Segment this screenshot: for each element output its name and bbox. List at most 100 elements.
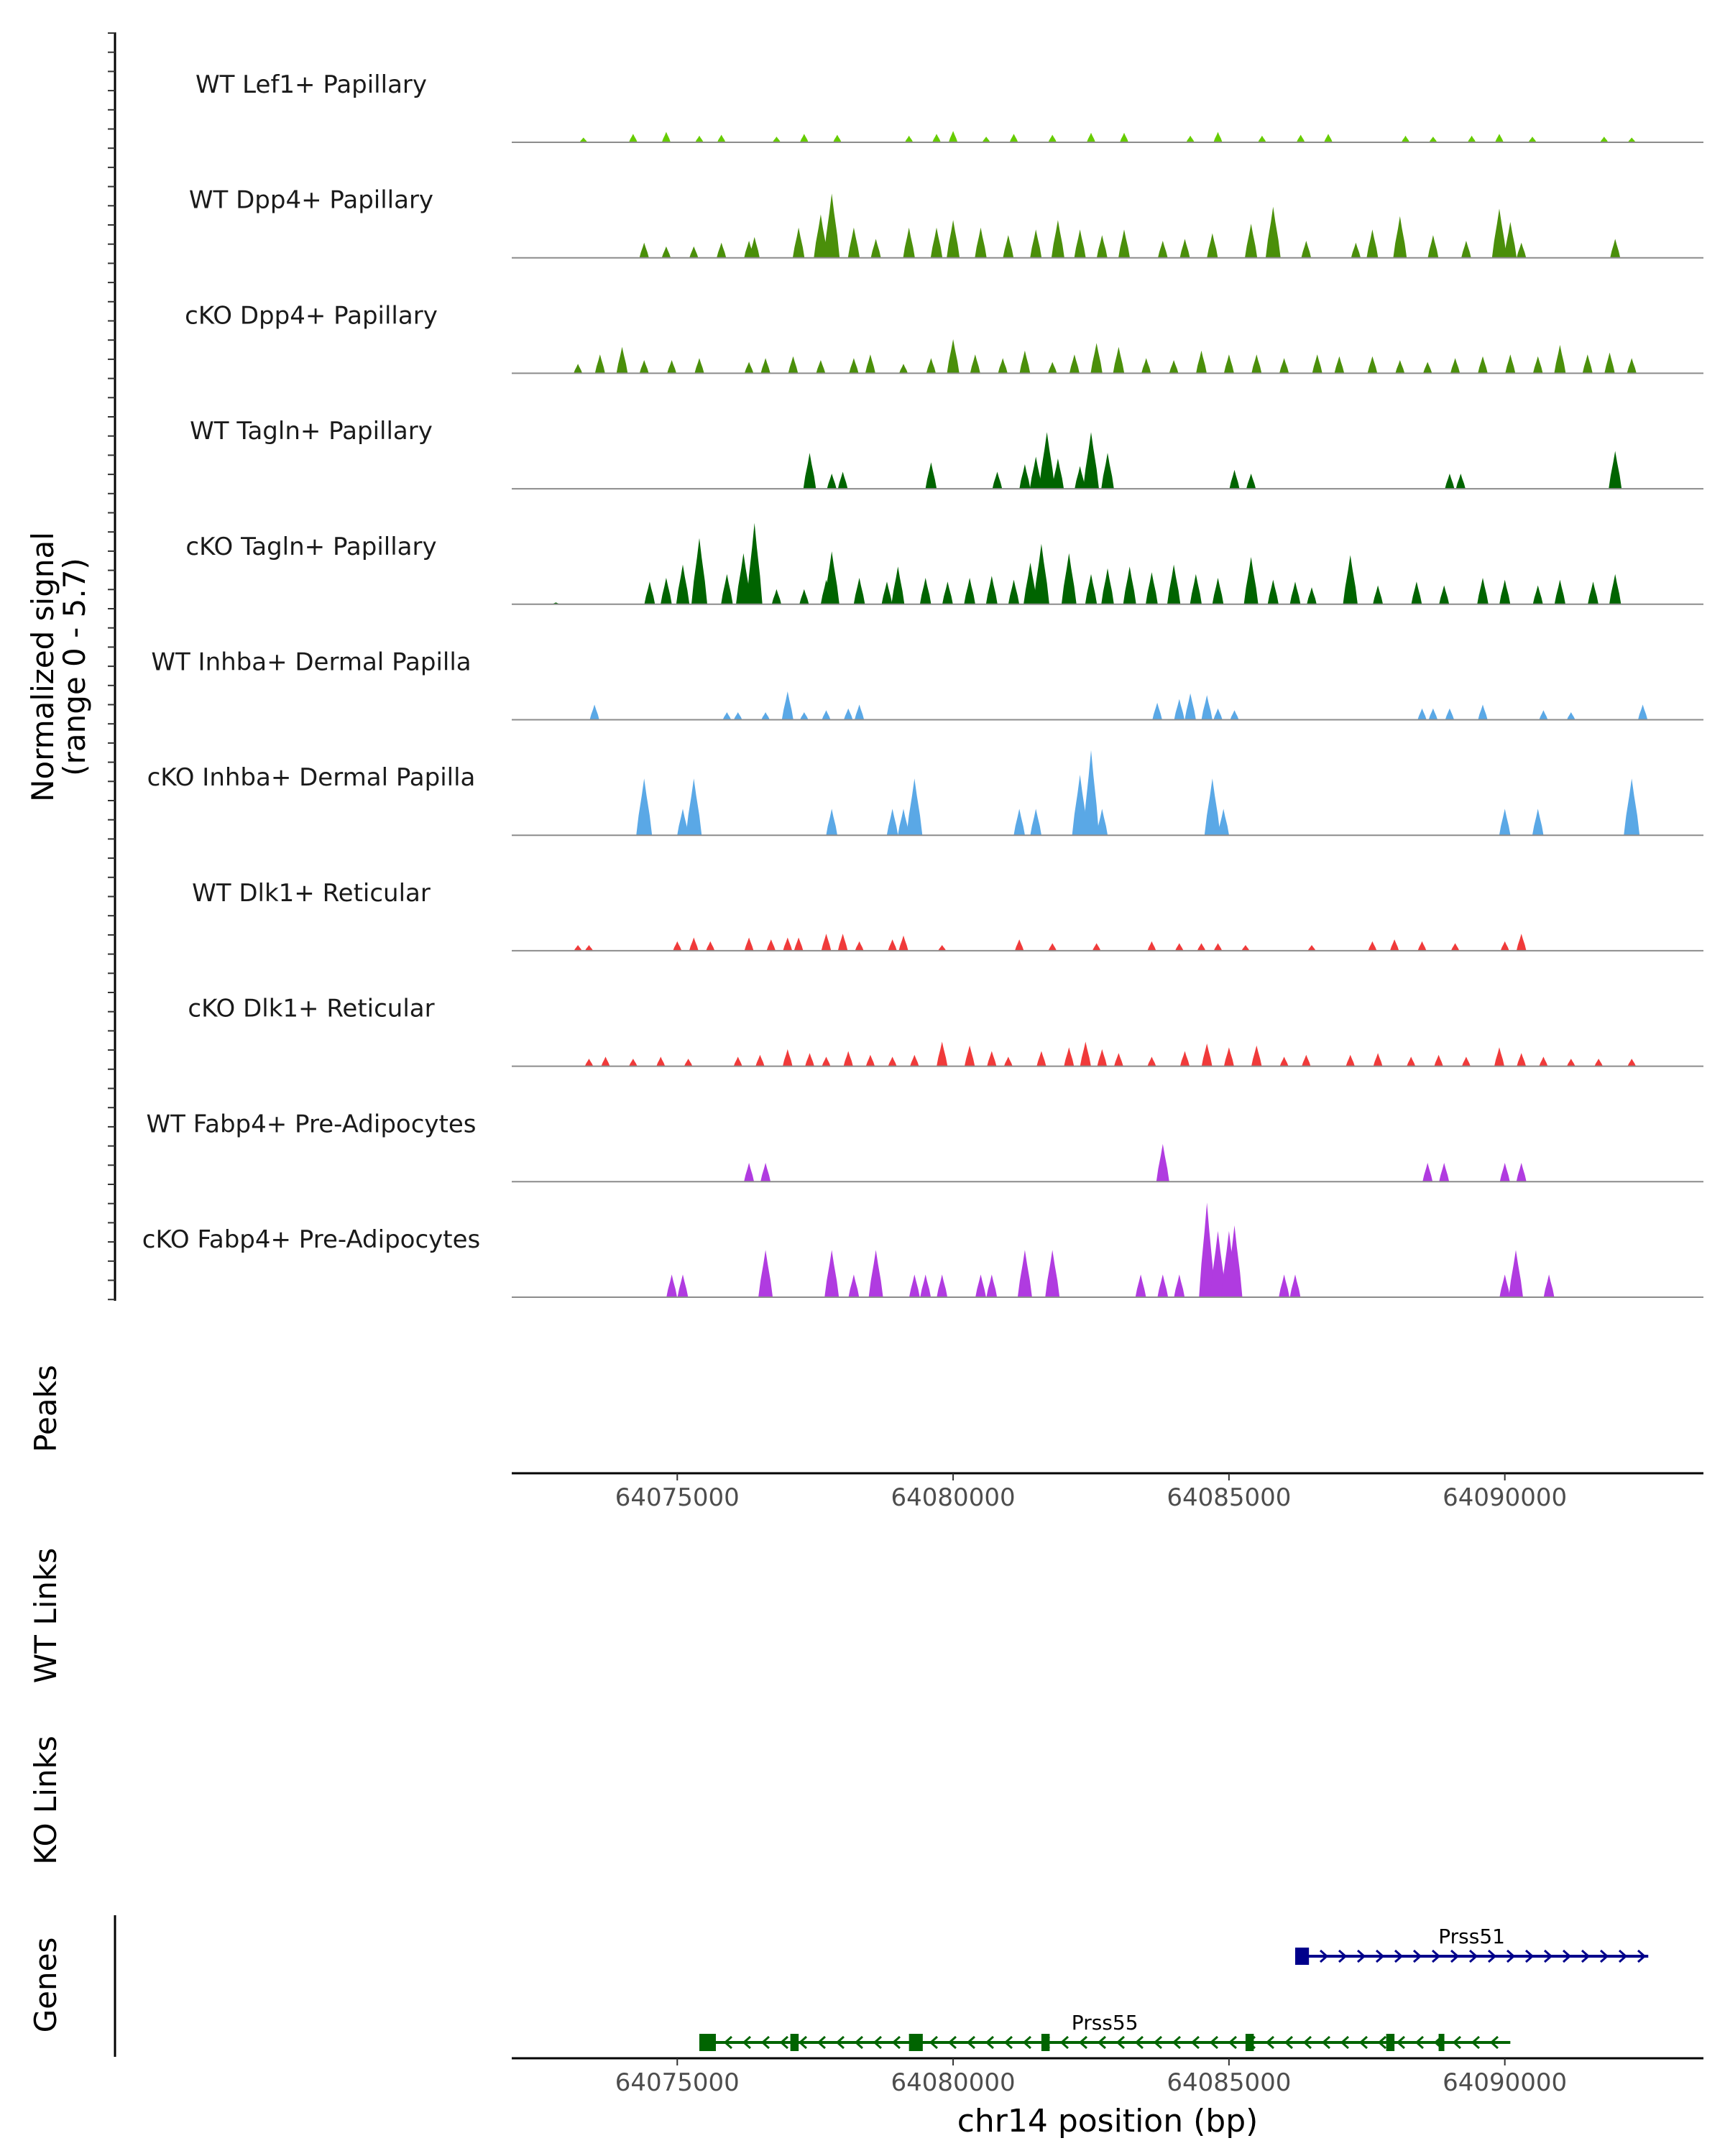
coverage-peak — [1147, 1056, 1156, 1067]
coverage-peak — [1604, 352, 1615, 374]
coverage-peak — [1450, 943, 1460, 951]
coverage-peak — [1401, 135, 1410, 142]
coverage-peak — [870, 239, 881, 258]
coverage-peak — [1554, 579, 1565, 604]
strand-arrow — [816, 2035, 826, 2050]
coverage-peak — [1500, 941, 1509, 951]
coverage-peak — [833, 134, 842, 142]
coverage-peak — [1030, 229, 1042, 258]
strand-arrow — [1489, 2035, 1499, 2050]
x-tick-label: 64075000 — [615, 1483, 740, 1512]
genes-track: Genes Prss51 Prss55 64075000 64080000 6408500… — [28, 1915, 1703, 2139]
coverage-peak — [1085, 573, 1098, 604]
coverage-peak — [1265, 206, 1281, 258]
coverage-peak — [1627, 358, 1637, 374]
coverage-peak — [865, 354, 875, 374]
coverage-peak — [744, 1163, 755, 1182]
coverage-peak — [1015, 939, 1024, 951]
coverage-peak — [975, 227, 987, 258]
coverage-peak — [1439, 585, 1450, 604]
peaks-label: Peaks — [28, 1365, 63, 1452]
coverage-peak — [691, 538, 707, 604]
coverage-peak — [1141, 358, 1151, 374]
coverage-peak — [849, 358, 859, 374]
coverage-peak — [1393, 216, 1407, 258]
coverage-peak — [1417, 941, 1427, 951]
coverage-peak — [1039, 432, 1055, 489]
coverage-peak — [1279, 358, 1289, 374]
coverage-peak — [1013, 808, 1025, 836]
coverage-peak — [1019, 464, 1031, 489]
coverage-peak — [1075, 466, 1085, 489]
strand-arrow — [873, 2035, 882, 2050]
coverage-peak — [1083, 750, 1099, 836]
coverage-peak — [584, 945, 594, 951]
coverage-peak — [717, 134, 726, 142]
strand-arrow — [1377, 2035, 1386, 2050]
strand-arrow — [1172, 2035, 1181, 2050]
strand-arrow — [1059, 2035, 1069, 2050]
coverage-peak — [964, 1045, 975, 1067]
coverage-peak — [919, 578, 932, 604]
gene-model: Prss51 — [1294, 1925, 1649, 1965]
coverage-peak — [1373, 585, 1384, 604]
x-tick-label: 64075000 — [615, 2068, 740, 2097]
coverage-peak — [601, 1056, 610, 1067]
coverage-peak — [1097, 1049, 1108, 1067]
x-axis: 64075000 64080000 64085000 64090000 — [512, 1472, 1703, 1512]
coverage-peak — [689, 937, 699, 951]
strand-arrow — [1338, 1949, 1348, 1963]
exon — [699, 2034, 717, 2051]
coverage-peak — [816, 360, 826, 374]
coverage-peak — [908, 1274, 920, 1297]
coverage-peak — [1624, 778, 1640, 836]
coverage-peak — [1017, 1250, 1032, 1297]
coverage-peak — [661, 246, 671, 258]
track-label: WT Lef1+ Papillary — [196, 70, 427, 99]
coverage-peak — [1428, 708, 1438, 720]
coverage-peak — [1505, 354, 1516, 374]
coverage-peak — [721, 573, 733, 604]
strand-arrow — [891, 2035, 901, 2050]
coverage-peak — [821, 934, 832, 951]
coverage-peak — [910, 1054, 919, 1067]
coverage-peak — [947, 220, 960, 258]
coverage-peak — [1429, 137, 1438, 142]
coverage-peak — [1152, 702, 1162, 720]
coverage-peak — [1113, 346, 1125, 374]
coverage-track: WT Lef1+ Papillary — [196, 70, 1703, 143]
coverage-peak — [1477, 578, 1489, 604]
coverage-peak — [1455, 474, 1466, 489]
coverage-track: cKO Tagln+ Papillary — [185, 522, 1703, 605]
coverage-peak — [1175, 943, 1184, 951]
coverage-track: WT Inhba+ Dermal Papilla — [151, 648, 1703, 721]
coverage-peak — [805, 1053, 814, 1067]
coverage-peak — [891, 566, 905, 604]
coverage-peak — [1539, 710, 1548, 720]
coverage-peak — [733, 1056, 742, 1067]
coverage-peak — [844, 708, 853, 720]
coverage-peak — [1307, 587, 1317, 604]
coverage-peak — [1019, 350, 1031, 374]
strand-arrow — [1321, 2035, 1330, 2050]
strand-arrow — [1599, 1949, 1609, 1963]
coverage-peak — [781, 691, 794, 720]
coverage-peak — [1554, 344, 1566, 374]
coverage-peak — [661, 578, 672, 604]
strand-arrow — [1412, 1949, 1422, 1963]
coverage-peak — [1045, 1250, 1060, 1297]
x-tick-label: 64085000 — [1167, 1483, 1291, 1512]
strand-arrow — [1319, 1949, 1329, 1963]
coverage-peak — [1201, 695, 1213, 720]
coverage-peak — [898, 808, 909, 836]
coverage-peak — [1029, 456, 1042, 489]
coverage-peak — [1158, 241, 1168, 258]
coverage-peak — [1609, 573, 1622, 604]
strand-arrow — [1562, 1949, 1572, 1963]
coverage-peak — [1186, 135, 1195, 142]
coverage-peak — [1190, 573, 1202, 604]
coverage-peak — [656, 1056, 666, 1067]
coverage-peak — [1478, 356, 1488, 374]
coverage-peak — [881, 581, 893, 604]
coverage-peak — [1289, 1274, 1301, 1297]
